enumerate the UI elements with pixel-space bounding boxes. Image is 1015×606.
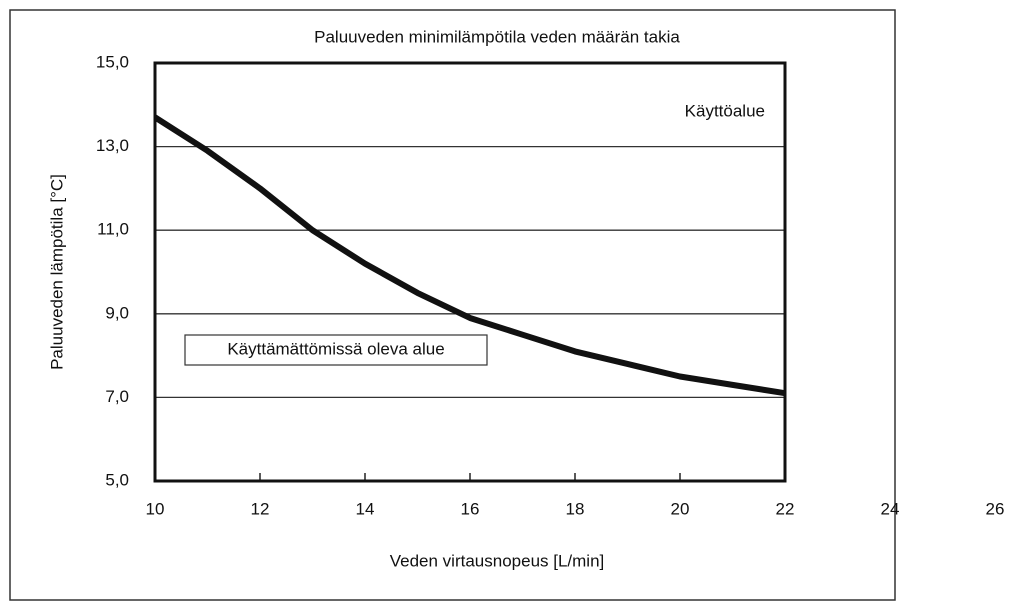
annotation: Käyttöalue <box>685 101 765 120</box>
x-tick-label: 24 <box>881 499 900 518</box>
x-tick-label: 26 <box>986 499 1005 518</box>
y-tick-label: 7,0 <box>105 387 129 406</box>
x-tick-label: 14 <box>356 499 375 518</box>
y-axis-label: Paluuveden lämpötila [°C] <box>47 174 66 370</box>
y-tick-label: 11,0 <box>97 220 129 239</box>
outer-frame <box>9 9 896 601</box>
x-tick-label: 22 <box>776 499 795 518</box>
x-tick-label: 16 <box>461 499 480 518</box>
x-tick-label: 12 <box>251 499 270 518</box>
y-tick-label: 15,0 <box>96 52 129 71</box>
y-tick-label: 5,0 <box>105 470 129 489</box>
x-axis-label: Veden virtausnopeus [L/min] <box>390 551 605 570</box>
x-tick-label: 10 <box>146 499 165 518</box>
annotation-box <box>184 334 488 366</box>
curve <box>153 114 786 397</box>
annotation: Käyttämättömissä oleva alue <box>227 339 444 358</box>
chart-title: Paluuveden minimilämpötila veden määrän … <box>314 27 680 46</box>
x-tick-label: 20 <box>671 499 690 518</box>
x-tick-label: 18 <box>566 499 585 518</box>
y-tick-label: 13,0 <box>96 136 129 155</box>
plot-frame <box>153 61 787 483</box>
y-tick-label: 9,0 <box>105 303 129 322</box>
